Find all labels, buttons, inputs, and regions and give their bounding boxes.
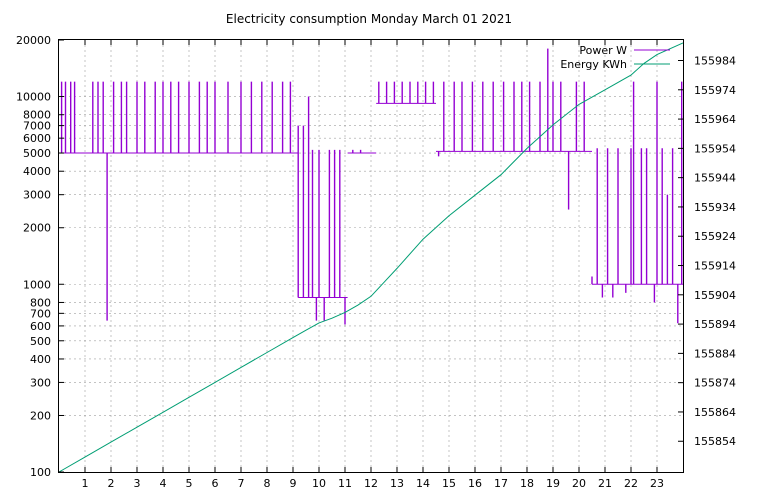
- y-tick-label: 800: [30, 296, 51, 309]
- x-tick-label: 19: [546, 477, 560, 490]
- x-tick-label: 16: [468, 477, 482, 490]
- y2-tick-label: 155944: [694, 172, 736, 185]
- y2-tick-label: 155894: [694, 318, 736, 331]
- y2-tick-label: 155974: [694, 84, 736, 97]
- y-tick-label: 700: [30, 307, 51, 320]
- x-tick-label: 8: [264, 477, 271, 490]
- series-layer: [58, 42, 684, 473]
- y-tick-label: 300: [30, 376, 51, 389]
- y-tick-label: 5000: [23, 147, 51, 160]
- x-tick-label: 3: [134, 477, 141, 490]
- y-tick-label: 200: [30, 409, 51, 422]
- y2-tick-label: 155924: [694, 230, 736, 243]
- x-tick-label: 13: [390, 477, 404, 490]
- y2-tick-label: 155984: [694, 55, 736, 68]
- y-tick-label: 100: [30, 466, 51, 479]
- x-tick-label: 1: [82, 477, 89, 490]
- x-tick-label: 12: [364, 477, 378, 490]
- x-tick-label: 9: [290, 477, 297, 490]
- y-tick-label: 3000: [23, 189, 51, 202]
- x-tick-label: 4: [160, 477, 167, 490]
- x-tick-label: 21: [598, 477, 612, 490]
- y-tick-label: 2000: [23, 222, 51, 235]
- y2-tick-label: 155914: [694, 260, 736, 273]
- y-tick-label: 6000: [23, 132, 51, 145]
- x-tick-label: 11: [338, 477, 352, 490]
- x-tick-label: 10: [312, 477, 326, 490]
- y-tick-label: 4000: [23, 165, 51, 178]
- y2-tick-label: 155964: [694, 113, 736, 126]
- y2-tick-label: 155954: [694, 142, 736, 155]
- grid: [59, 40, 683, 472]
- y-tick-label: 7000: [23, 120, 51, 133]
- x-tick-label: 18: [520, 477, 534, 490]
- y-tick-label: 8000: [23, 109, 51, 122]
- y2-tick-label: 155864: [694, 406, 736, 419]
- x-tick-label: 22: [624, 477, 638, 490]
- legend-label-energy: Energy KWh: [560, 58, 627, 71]
- chart-title: Electricity consumption Monday March 01 …: [226, 12, 512, 26]
- x-tick-label: 15: [442, 477, 456, 490]
- y-tick-label: 20000: [16, 34, 51, 47]
- x-tick-label: 20: [572, 477, 586, 490]
- plot-frame: [58, 39, 684, 473]
- y-tick-label: 10000: [16, 91, 51, 104]
- x-tick-label: 2: [108, 477, 115, 490]
- legend: Power W Energy KWh: [560, 44, 670, 71]
- y-tick-label: 600: [30, 320, 51, 333]
- x-tick-label: 23: [650, 477, 664, 490]
- axis-ticks: 1 2 3 4 5 6 7 8 9 10 11 12 13 14 15 16 17 18 19 20 21 22 23100…: [16, 34, 736, 490]
- x-tick-label: 6: [212, 477, 219, 490]
- x-tick-label: 5: [186, 477, 193, 490]
- y-tick-label: 500: [30, 335, 51, 348]
- x-tick-label: 17: [494, 477, 508, 490]
- x-tick-label: 14: [416, 477, 430, 490]
- legend-label-power: Power W: [579, 44, 627, 57]
- y-tick-label: 400: [30, 353, 51, 366]
- y2-tick-label: 155854: [694, 435, 736, 448]
- energy-line: [58, 42, 684, 473]
- y2-tick-label: 155934: [694, 201, 736, 214]
- y2-tick-label: 155884: [694, 347, 736, 360]
- y-tick-label: 1000: [23, 278, 51, 291]
- y2-tick-label: 155874: [694, 377, 736, 390]
- x-tick-label: 7: [238, 477, 245, 490]
- y2-tick-label: 155904: [694, 289, 736, 302]
